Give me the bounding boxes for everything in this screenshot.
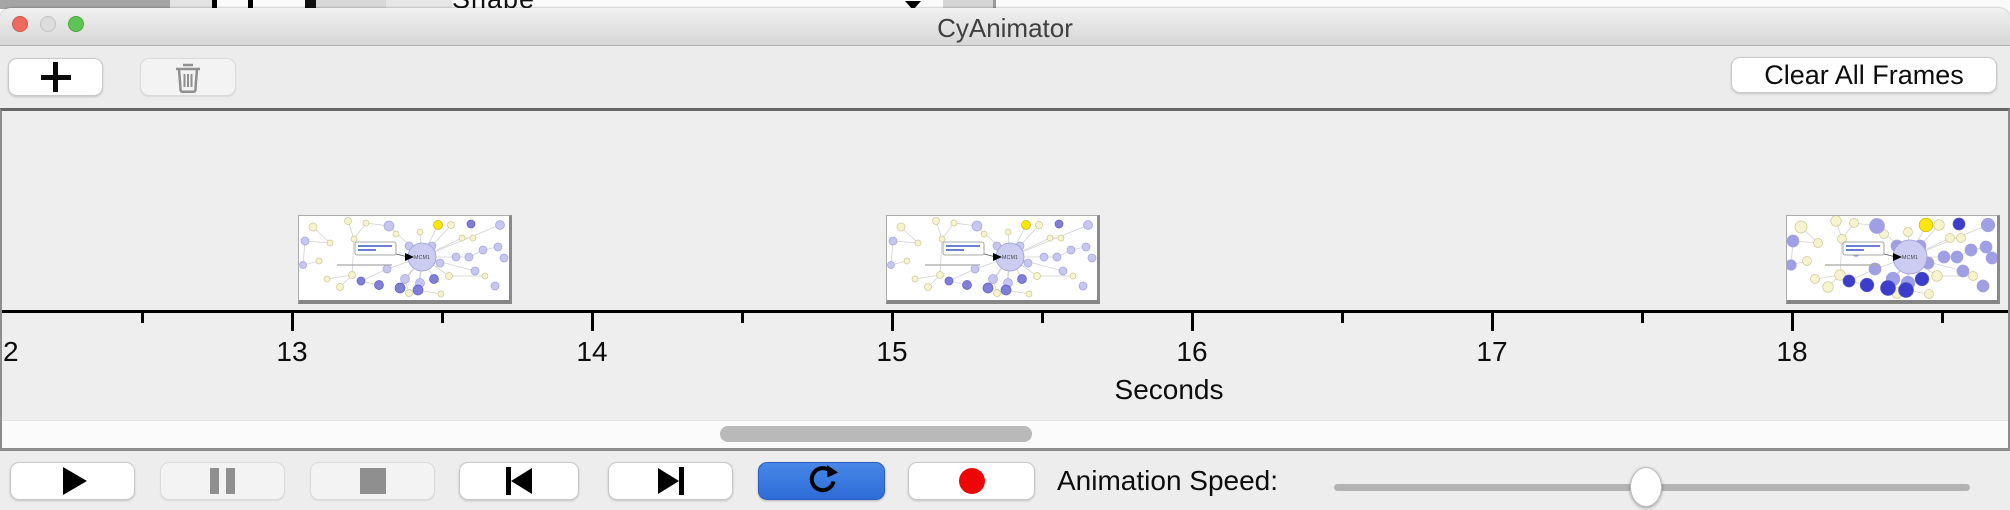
tick-label: 18 <box>1776 336 1808 367</box>
network-thumbnail-image: MCM1 <box>887 217 1097 298</box>
svg-text:MCM1: MCM1 <box>1002 255 1018 261</box>
timeline-major-tick <box>1791 313 1794 331</box>
plus-icon <box>40 62 71 92</box>
close-button[interactable] <box>12 16 28 32</box>
loop-button[interactable] <box>758 462 885 500</box>
skip-to-start-button[interactable] <box>459 462 579 500</box>
tick-label: 17 <box>1476 336 1508 367</box>
background-fragment <box>212 0 217 9</box>
record-button[interactable] <box>908 462 1035 500</box>
pause-button[interactable] <box>160 462 285 500</box>
tick-label-partial: 2 <box>3 336 19 367</box>
skip-start-icon <box>506 467 532 495</box>
record-icon <box>958 468 985 494</box>
background-fragment <box>0 0 170 9</box>
timeline-minor-tick <box>741 313 744 323</box>
timeline-major-tick <box>1191 313 1194 331</box>
svg-text:MCM1: MCM1 <box>1902 255 1918 261</box>
tick-label: 16 <box>1176 336 1208 367</box>
timeline-major-tick <box>1491 313 1494 331</box>
timeline-minor-tick <box>1941 313 1944 323</box>
tick-label: 13 <box>276 336 308 367</box>
tick-label: 15 <box>876 336 908 367</box>
background-fragment <box>316 0 386 9</box>
background-fragment <box>170 0 212 9</box>
stop-icon <box>359 468 386 494</box>
timeline-major-tick <box>591 313 594 331</box>
axis-unit-label: Seconds <box>1114 374 1224 405</box>
timeline-minor-tick <box>1041 313 1044 323</box>
speed-slider-knob[interactable] <box>1629 467 1662 507</box>
timeline-minor-tick <box>441 313 444 323</box>
cyanimator-window: CyAnimator Clear All Frames 2 Seconds 13… <box>0 8 2010 510</box>
background-partial-text: Shape <box>452 0 535 9</box>
zoom-button[interactable] <box>68 16 84 32</box>
playback-bar: Animation Speed: <box>0 451 2010 510</box>
minimize-button[interactable] <box>40 16 56 32</box>
loop-icon <box>809 465 838 493</box>
keyframe-thumbnail[interactable]: MCM1 <box>1786 215 2000 304</box>
background-fragment <box>305 0 316 9</box>
add-frame-button[interactable] <box>8 58 103 96</box>
window-title: CyAnimator <box>937 13 1073 43</box>
timeline-minor-tick <box>1341 313 1344 323</box>
network-thumbnail-image: MCM1 <box>299 217 509 298</box>
background-fragment <box>943 0 996 9</box>
animation-speed-label: Animation Speed: <box>1057 465 1279 496</box>
horizontal-scrollbar[interactable] <box>2 420 2008 448</box>
trash-icon <box>176 63 200 93</box>
background-dropdown-arrow-icon <box>905 1 921 10</box>
timeline-major-tick <box>291 313 294 331</box>
play-button[interactable] <box>10 462 135 500</box>
pause-icon <box>210 468 235 494</box>
timeline-panel[interactable]: 2 Seconds 13 14 15 16 17 18 MCM1 MCM1 MCM1 <box>0 108 2010 451</box>
network-thumbnail-image: MCM1 <box>1787 216 1997 299</box>
timeline-minor-tick <box>1641 313 1644 323</box>
tick-label: 14 <box>576 336 608 367</box>
timeline-axis <box>2 310 2008 313</box>
timeline-minor-tick <box>141 313 144 323</box>
skip-end-icon <box>657 467 684 495</box>
play-icon <box>62 467 87 495</box>
skip-to-end-button[interactable] <box>608 462 733 500</box>
clear-all-frames-button[interactable]: Clear All Frames <box>1731 57 1997 93</box>
svg-text:MCM1: MCM1 <box>414 255 430 261</box>
title-bar: CyAnimator <box>0 8 2010 46</box>
delete-frame-button[interactable] <box>140 58 236 96</box>
background-fragment <box>386 0 452 9</box>
keyframe-thumbnail[interactable]: MCM1 <box>298 215 512 304</box>
timeline-major-tick <box>891 313 894 331</box>
stop-button[interactable] <box>310 462 435 500</box>
scrollbar-thumb[interactable] <box>720 426 1032 442</box>
background-fragment <box>248 0 253 9</box>
keyframe-thumbnail[interactable]: MCM1 <box>886 215 1100 304</box>
